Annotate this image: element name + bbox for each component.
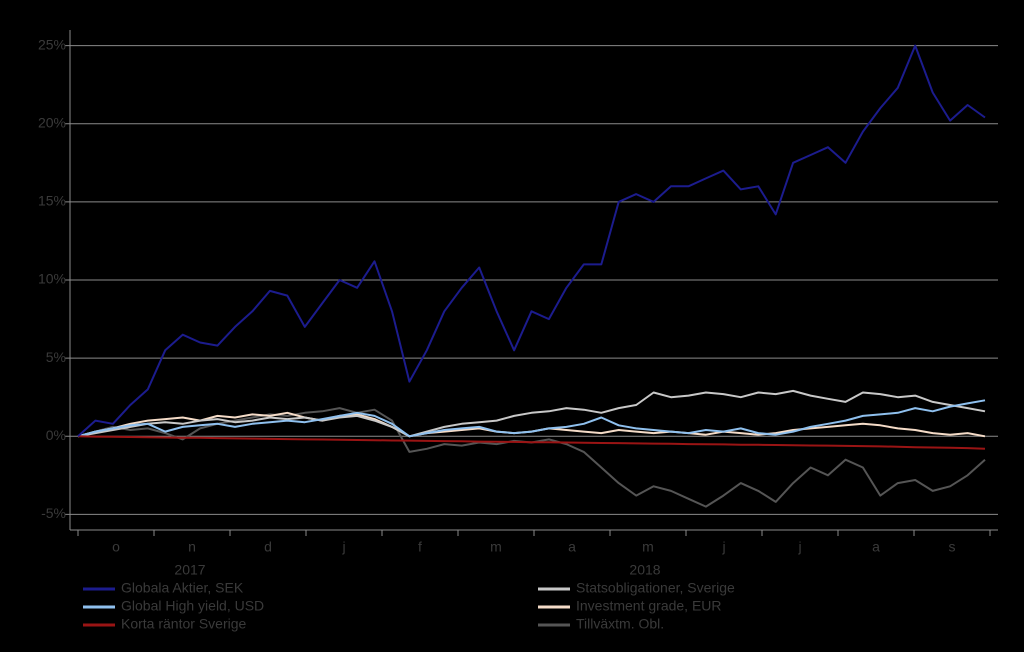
y-tick-label: 15% bbox=[38, 193, 66, 209]
series-line bbox=[77, 399, 986, 438]
legend-label: Globala Aktier, SEK bbox=[121, 580, 244, 596]
series-line bbox=[77, 435, 986, 450]
x-tick-label: m bbox=[490, 539, 502, 555]
x-tick-label: s bbox=[949, 539, 956, 555]
series-line bbox=[77, 389, 986, 438]
x-tick-label: j bbox=[721, 539, 725, 555]
legend-label: Tillväxtm. Obl. bbox=[576, 616, 664, 632]
y-tick-label: -5% bbox=[41, 505, 66, 521]
x-tick-label: n bbox=[188, 539, 196, 555]
x-tick-label: a bbox=[568, 539, 576, 555]
legend-label: Global High yield, USD bbox=[121, 598, 264, 614]
x-tick-label: f bbox=[418, 539, 422, 555]
legend-label: Statsobligationer, Sverige bbox=[576, 580, 735, 596]
y-tick-label: 5% bbox=[46, 349, 66, 365]
y-tick-label: 0% bbox=[46, 427, 66, 443]
legend-label: Investment grade, EUR bbox=[576, 598, 722, 614]
x-tick-label: j bbox=[341, 539, 345, 555]
series-line bbox=[77, 407, 986, 508]
series-line bbox=[77, 44, 986, 438]
year-label: 2018 bbox=[629, 562, 660, 578]
x-tick-label: m bbox=[642, 539, 654, 555]
x-tick-label: j bbox=[797, 539, 801, 555]
y-tick-label: 20% bbox=[38, 114, 66, 130]
y-tick-label: 10% bbox=[38, 271, 66, 287]
legend-label: Korta räntor Sverige bbox=[121, 616, 246, 632]
x-tick-label: o bbox=[112, 539, 120, 555]
x-tick-label: a bbox=[872, 539, 880, 555]
x-tick-label: d bbox=[264, 539, 272, 555]
year-label: 2017 bbox=[174, 562, 205, 578]
y-tick-label: 25% bbox=[38, 36, 66, 52]
